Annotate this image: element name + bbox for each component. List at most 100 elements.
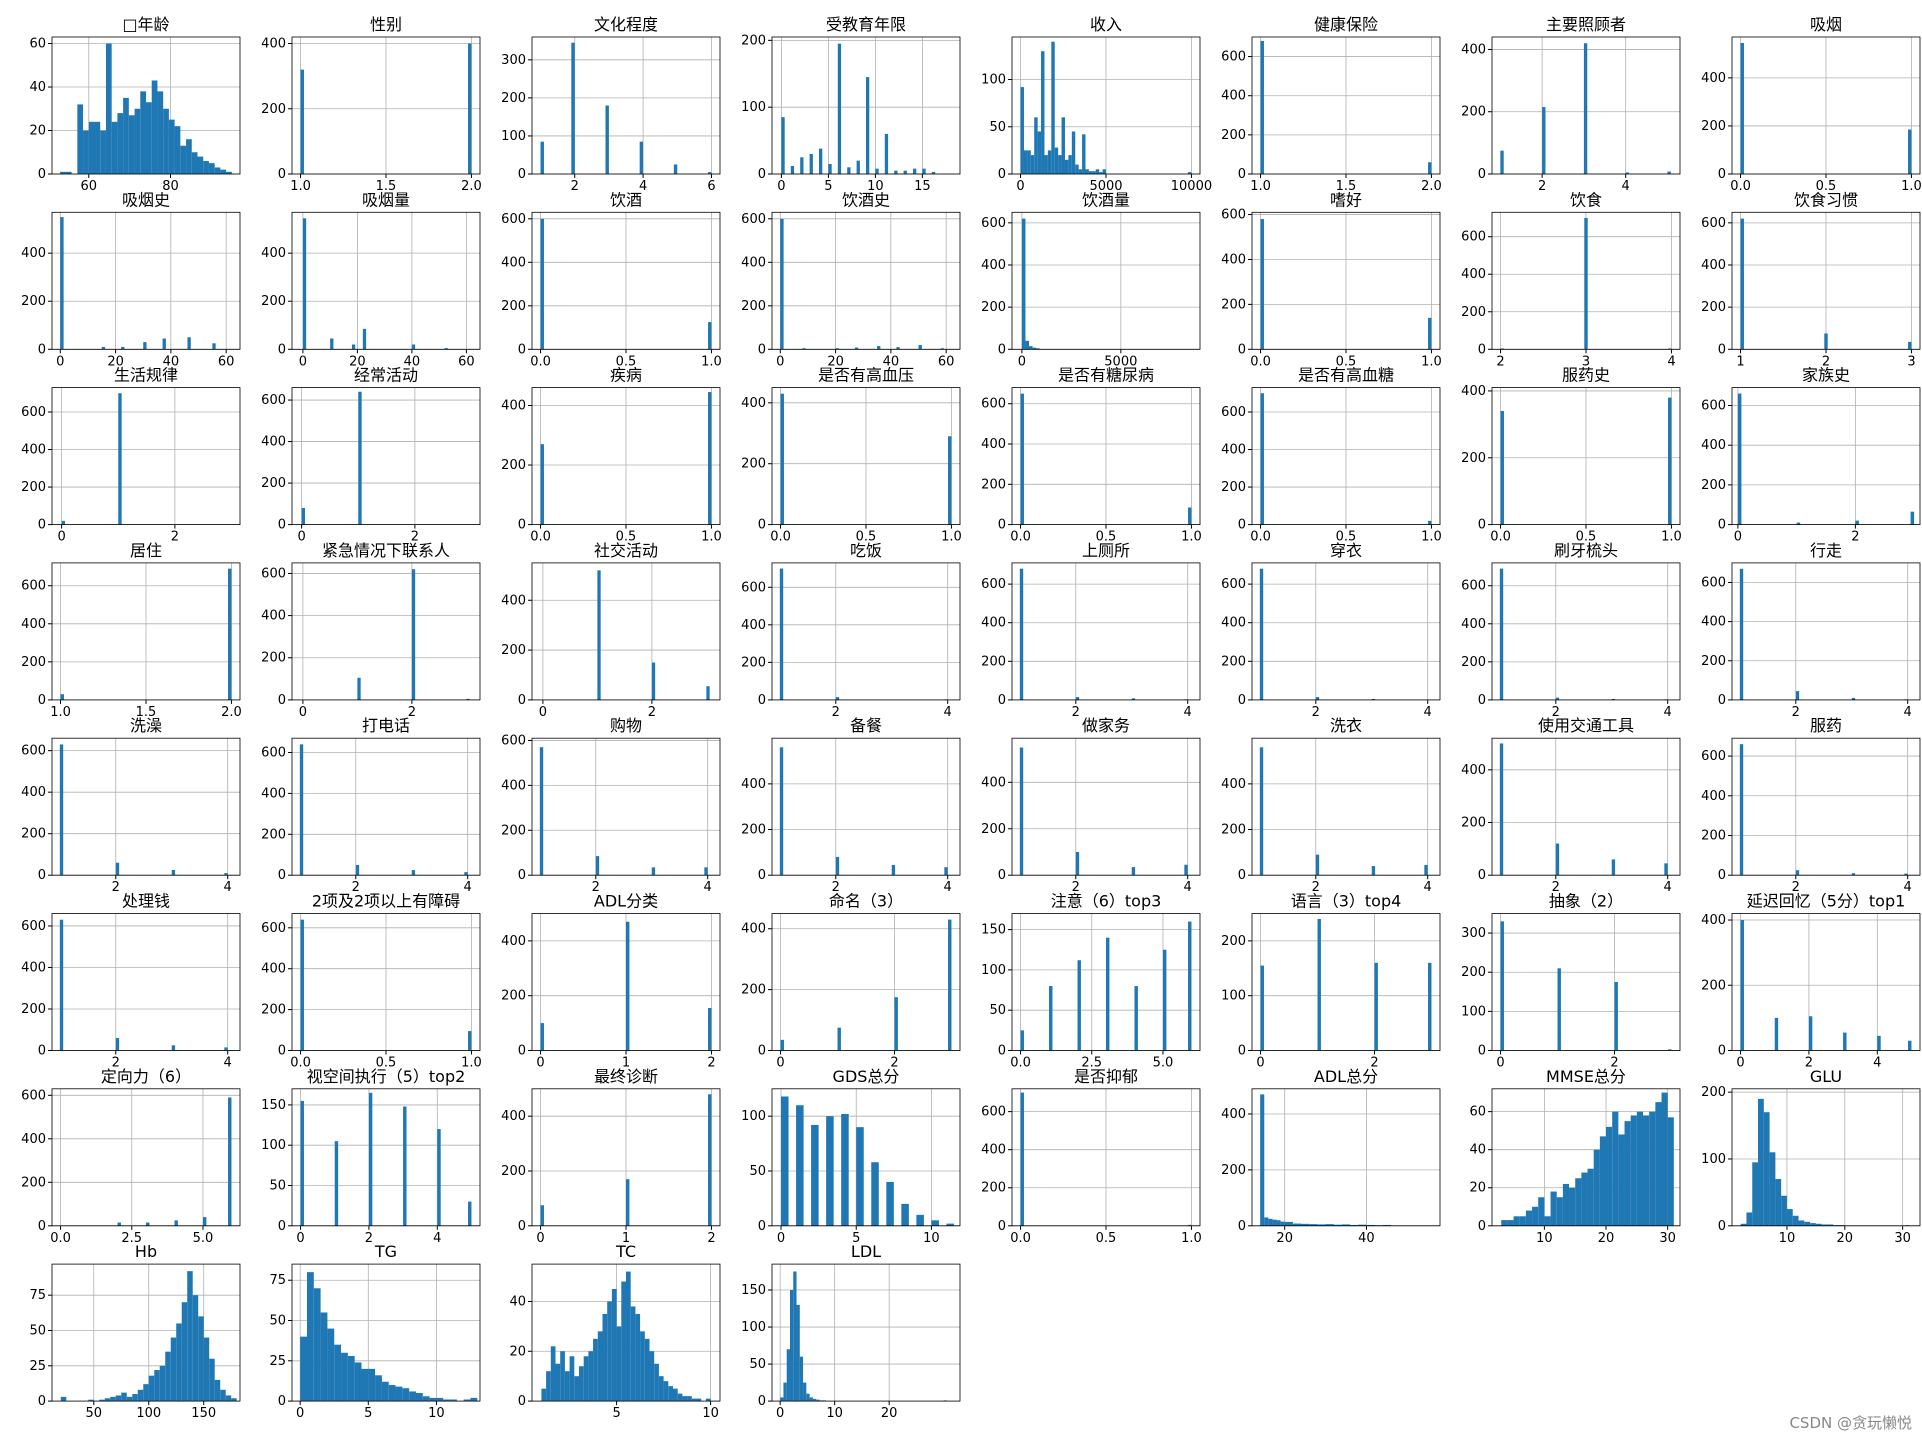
bar: [708, 392, 711, 525]
y-tick-label: 400: [21, 960, 46, 975]
y-tick-label: 0: [518, 868, 526, 883]
bar: [129, 115, 135, 174]
bar: [1501, 1220, 1507, 1226]
y-tick-label: 200: [1461, 451, 1486, 466]
chart-title: 吃饭: [850, 541, 882, 560]
x-tick-label: 5.0: [1153, 1056, 1174, 1071]
plot-area: [52, 914, 240, 1051]
y-tick-label: 200: [501, 989, 526, 1004]
bar: [593, 1339, 598, 1401]
y-tick-label: 600: [21, 579, 46, 594]
y-tick-label: 600: [1221, 208, 1246, 223]
y-tick-label: 400: [1701, 438, 1726, 453]
y-tick-label: 0: [518, 1394, 526, 1409]
bar: [617, 1326, 622, 1401]
bar: [300, 744, 303, 875]
bar: [146, 1223, 149, 1226]
bar: [1569, 1188, 1575, 1226]
y-tick-label: 200: [741, 823, 766, 838]
x-tick-label: 1.0: [1421, 354, 1442, 369]
bar: [640, 142, 643, 174]
bar: [1260, 1094, 1264, 1225]
bar: [163, 338, 166, 349]
x-tick-label: 0.0: [1010, 530, 1031, 545]
y-tick-label: 40: [509, 1294, 526, 1309]
bar: [1662, 1093, 1668, 1226]
bar: [116, 1038, 119, 1050]
bar: [810, 154, 813, 174]
bar: [165, 1352, 170, 1401]
bar: [708, 322, 711, 349]
plot-area: [292, 738, 480, 875]
x-tick-label: 10: [1536, 1231, 1553, 1246]
bar: [436, 1398, 443, 1401]
chart-title: ADL总分: [1314, 1067, 1378, 1086]
bar: [327, 1329, 334, 1402]
x-tick-label: 0: [777, 179, 785, 194]
bar: [1025, 341, 1029, 349]
y-tick-label: 0: [38, 693, 46, 708]
y-tick-label: 600: [1221, 405, 1246, 420]
y-tick-label: 400: [1461, 617, 1486, 632]
y-tick-label: 200: [981, 654, 1006, 669]
bar: [171, 1338, 176, 1402]
y-tick-label: 400: [1701, 71, 1726, 86]
bar: [1668, 398, 1671, 525]
chart-title: □年龄: [122, 15, 169, 34]
x-tick-label: 1.0: [290, 179, 311, 194]
plot-area: [532, 738, 720, 875]
y-tick-label: 0: [278, 518, 286, 533]
y-tick-label: 400: [1221, 89, 1246, 104]
bar: [138, 1390, 143, 1401]
bar: [228, 569, 231, 700]
x-tick-label: 4: [224, 880, 232, 895]
bar: [157, 91, 163, 174]
bar: [1428, 162, 1431, 174]
y-tick-label: 300: [501, 53, 526, 68]
bar: [375, 1375, 382, 1401]
y-tick-label: 100: [501, 129, 526, 144]
bar: [1027, 150, 1030, 174]
bar: [334, 1345, 341, 1401]
bar: [368, 1369, 375, 1401]
bar: [468, 44, 471, 174]
bar: [335, 1141, 338, 1226]
x-tick-label: 2: [171, 530, 179, 545]
bar: [574, 1376, 579, 1401]
chart-title: 嗜好: [1330, 190, 1362, 209]
bar: [301, 70, 304, 174]
bar: [160, 1366, 165, 1401]
y-tick-label: 600: [261, 393, 286, 408]
bar: [1049, 986, 1052, 1050]
bar: [203, 161, 209, 174]
x-tick-label: 0.0: [1490, 530, 1511, 545]
chart-title: 购物: [610, 716, 642, 735]
bar: [1055, 148, 1058, 174]
bar: [132, 1394, 137, 1401]
chart-title: 疾病: [610, 366, 642, 385]
chart-title: 注意（6）top3: [1051, 892, 1162, 911]
bar: [412, 344, 415, 349]
bar: [571, 43, 574, 174]
chart-title: 服药: [1810, 716, 1842, 735]
bar: [140, 91, 146, 174]
bar: [598, 1331, 603, 1401]
x-tick-label: 60: [458, 354, 475, 369]
bar: [885, 134, 888, 174]
bar: [706, 686, 709, 700]
y-tick-label: 200: [21, 480, 46, 495]
y-tick-label: 0: [758, 693, 766, 708]
chart-title: 饮食: [1570, 190, 1602, 209]
chart-title: 命名（3）: [829, 892, 903, 911]
bar: [1664, 863, 1667, 875]
bar: [652, 663, 655, 700]
bar: [220, 170, 226, 174]
chart-title: 居住: [130, 541, 162, 560]
y-tick-label: 0: [758, 1044, 766, 1059]
bar: [682, 1396, 687, 1401]
bar: [1612, 1112, 1618, 1226]
x-tick-label: 30: [1894, 1231, 1911, 1246]
bar: [301, 920, 304, 1051]
bar: [793, 1272, 796, 1402]
plot-area: [1252, 738, 1440, 875]
